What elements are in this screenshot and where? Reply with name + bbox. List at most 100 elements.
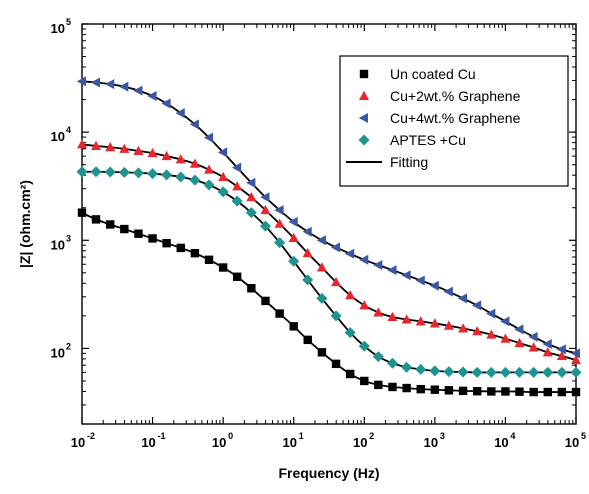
x-tick-label-exponent: -1 — [158, 431, 166, 441]
data-point — [105, 79, 114, 89]
data-point — [359, 300, 369, 309]
data-point — [161, 99, 170, 109]
x-tick-label: 10 — [71, 435, 85, 450]
data-point — [401, 270, 410, 280]
y-tick-label: 10 — [51, 21, 65, 36]
x-axis-label: Frequency (Hz) — [278, 465, 379, 481]
data-point — [515, 387, 523, 395]
x-tick-label-exponent: 0 — [228, 431, 233, 441]
legend-label-3: APTES +Cu — [390, 132, 466, 148]
y-tick-label: 10 — [51, 129, 65, 144]
data-point — [374, 381, 382, 389]
data-point — [472, 300, 481, 310]
data-point — [556, 367, 567, 378]
data-point — [472, 367, 483, 378]
data-point — [147, 168, 158, 179]
data-point — [205, 256, 213, 264]
x-tick-label: 10 — [565, 435, 579, 450]
legend-label-1: Cu+2wt.% Graphene — [390, 88, 521, 104]
y-tick-label-exponent: 5 — [66, 17, 71, 27]
data-point — [458, 367, 469, 378]
data-point — [417, 385, 425, 393]
x-tick-label: 10 — [212, 435, 226, 450]
data-point — [332, 360, 340, 368]
y-tick-label: 10 — [51, 237, 65, 252]
x-tick-label-exponent: 1 — [299, 431, 304, 441]
data-point — [191, 249, 199, 257]
data-point — [430, 281, 439, 291]
data-point — [571, 367, 582, 378]
data-point — [572, 388, 580, 396]
data-point — [501, 387, 509, 395]
data-point — [346, 370, 354, 378]
x-tick-label-exponent: 4 — [510, 431, 515, 441]
data-point — [473, 387, 481, 395]
data-point — [219, 263, 227, 271]
x-tick-label: 10 — [282, 435, 296, 450]
data-point — [275, 309, 283, 317]
data-point — [487, 387, 495, 395]
y-tick-label-exponent: 4 — [66, 125, 71, 135]
data-point — [91, 166, 102, 177]
data-point — [148, 234, 156, 242]
data-point — [218, 186, 229, 197]
data-point — [514, 367, 525, 378]
data-point — [373, 260, 382, 270]
data-point — [542, 367, 553, 378]
data-point — [189, 175, 200, 186]
data-point — [105, 166, 116, 177]
data-point — [133, 86, 142, 96]
data-point — [416, 275, 425, 285]
data-point — [345, 249, 354, 259]
x-tick-label-exponent: 5 — [581, 431, 586, 441]
data-point — [119, 167, 130, 178]
data-point — [177, 244, 185, 252]
data-point — [247, 284, 255, 292]
data-point — [92, 215, 100, 223]
data-point — [77, 139, 87, 148]
data-point — [304, 336, 312, 344]
data-point — [119, 82, 128, 92]
legend-label-2: Cu+4wt.% Graphene — [390, 110, 521, 126]
legend-label-fit: Fitting — [390, 154, 428, 170]
series-3 — [77, 166, 582, 378]
data-point — [133, 167, 144, 178]
data-point — [486, 367, 497, 378]
data-point — [444, 287, 453, 297]
data-point — [500, 367, 511, 378]
data-point — [261, 297, 269, 305]
data-point — [431, 386, 439, 394]
data-point — [120, 225, 128, 233]
y-tick-label-exponent: 2 — [66, 341, 71, 351]
data-point — [458, 293, 467, 303]
data-point — [514, 324, 523, 334]
data-point — [486, 309, 495, 319]
data-point — [360, 377, 368, 385]
data-point — [233, 273, 241, 281]
data-point — [359, 255, 368, 265]
data-point — [78, 208, 86, 216]
x-tick-label-exponent: 3 — [440, 431, 445, 441]
x-tick-label: 10 — [424, 435, 438, 450]
legend: Un coated Cu Cu+2wt.% Graphene Cu+4wt.% … — [340, 56, 568, 186]
data-point — [387, 265, 396, 275]
y-tick-label-exponent: 3 — [66, 233, 71, 243]
y-tick-label: 10 — [51, 345, 65, 360]
x-tick-label: 10 — [494, 435, 508, 450]
data-point — [528, 367, 539, 378]
data-point — [429, 365, 440, 376]
data-point — [161, 169, 172, 180]
data-point — [543, 339, 552, 349]
data-point — [331, 242, 340, 252]
data-point — [162, 239, 170, 247]
data-point — [388, 383, 396, 391]
data-point — [387, 358, 398, 369]
data-point — [175, 171, 186, 182]
data-point — [401, 362, 412, 373]
y-axis-label: |Z| (ohm.cm²) — [17, 180, 33, 268]
data-point — [290, 322, 298, 330]
data-point — [402, 384, 410, 392]
data-point — [147, 91, 156, 101]
